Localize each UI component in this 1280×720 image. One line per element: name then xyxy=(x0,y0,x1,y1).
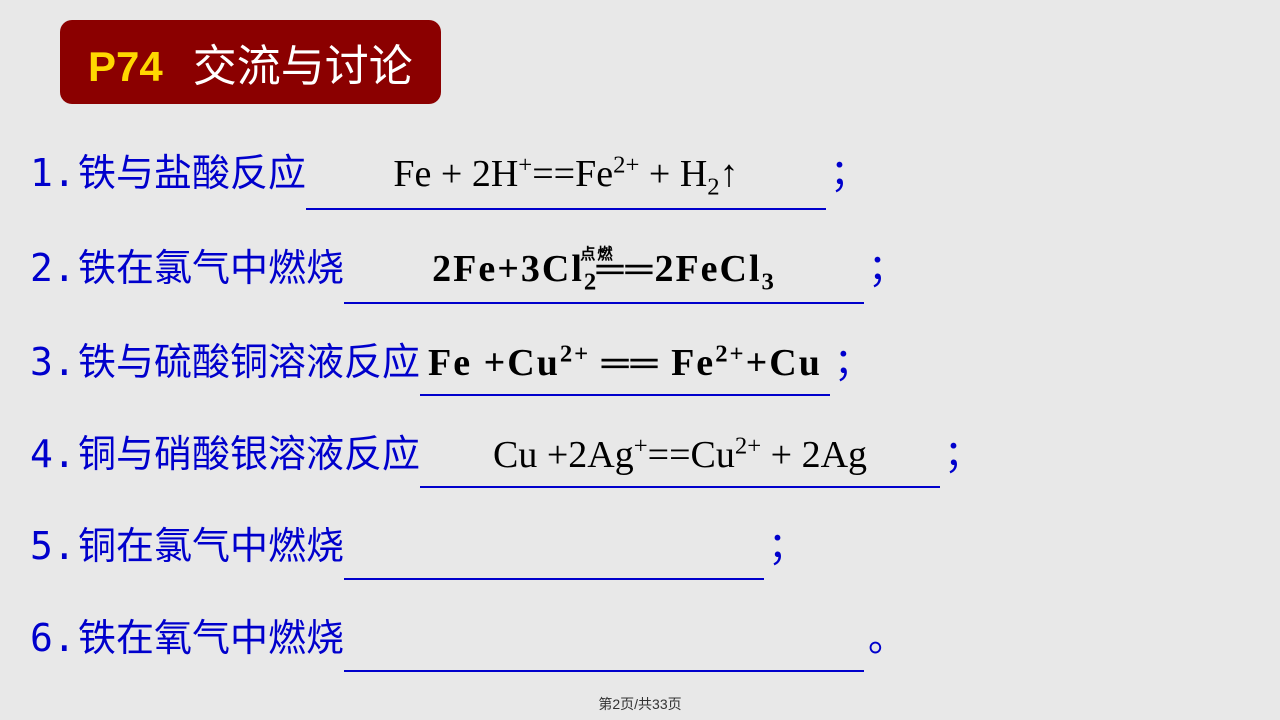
item-terminator: ； xyxy=(830,146,868,203)
item-number: 5. xyxy=(30,518,78,575)
page-reference: P74 xyxy=(88,43,163,91)
item-prompt: 铜在氯气中燃烧 xyxy=(78,519,344,576)
item-prompt: 铁与盐酸反应 xyxy=(78,146,306,203)
item-terminator: ； xyxy=(768,519,806,576)
item-number: 3. xyxy=(30,334,78,391)
item-prompt: 铜与硝酸银溶液反应 xyxy=(78,427,420,484)
item-terminator: 。 xyxy=(868,611,906,668)
item-terminator: ； xyxy=(834,335,872,392)
item-answer-blank xyxy=(344,519,764,580)
item-prompt: 铁在氧气中燃烧 xyxy=(78,611,344,668)
item-terminator: ； xyxy=(868,241,906,298)
item-answer-blank: Fe + 2H+==Fe2+ + H2↑ xyxy=(306,146,826,210)
question-item: 5.铜在氯气中燃烧 ； xyxy=(30,518,1250,580)
item-prompt: 铁在氯气中燃烧 xyxy=(78,241,344,298)
item-answer-blank: Fe +Cu2+ ══ Fe2++Cu xyxy=(420,335,830,396)
question-item: 2.铁在氯气中燃烧2Fe+3Cl2点燃══2FeCl3； xyxy=(30,240,1250,305)
item-answer-blank: Cu +2Ag+==Cu2+ + 2Ag xyxy=(420,427,940,488)
page-footer: 第2页/共33页 xyxy=(0,694,1280,714)
item-number: 4. xyxy=(30,426,78,483)
header-badge: P74 交流与讨论 xyxy=(60,20,441,104)
item-number: 6. xyxy=(30,610,78,667)
item-answer-blank: 2Fe+3Cl2点燃══2FeCl3 xyxy=(344,241,864,305)
question-item: 4.铜与硝酸银溶液反应Cu +2Ag+==Cu2+ + 2Ag； xyxy=(30,426,1250,488)
question-list: 1.铁与盐酸反应Fe + 2H+==Fe2+ + H2↑；2.铁在氯气中燃烧2F… xyxy=(30,145,1250,702)
header-title: 交流与讨论 xyxy=(193,30,413,94)
item-number: 2. xyxy=(30,240,78,297)
question-item: 1.铁与盐酸反应Fe + 2H+==Fe2+ + H2↑； xyxy=(30,145,1250,210)
item-prompt: 铁与硫酸铜溶液反应 xyxy=(78,335,420,392)
item-answer-blank xyxy=(344,611,864,672)
item-number: 1. xyxy=(30,145,78,202)
question-item: 3.铁与硫酸铜溶液反应Fe +Cu2+ ══ Fe2++Cu； xyxy=(30,334,1250,396)
question-item: 6.铁在氧气中燃烧 。 xyxy=(30,610,1250,672)
item-terminator: ； xyxy=(944,427,982,484)
